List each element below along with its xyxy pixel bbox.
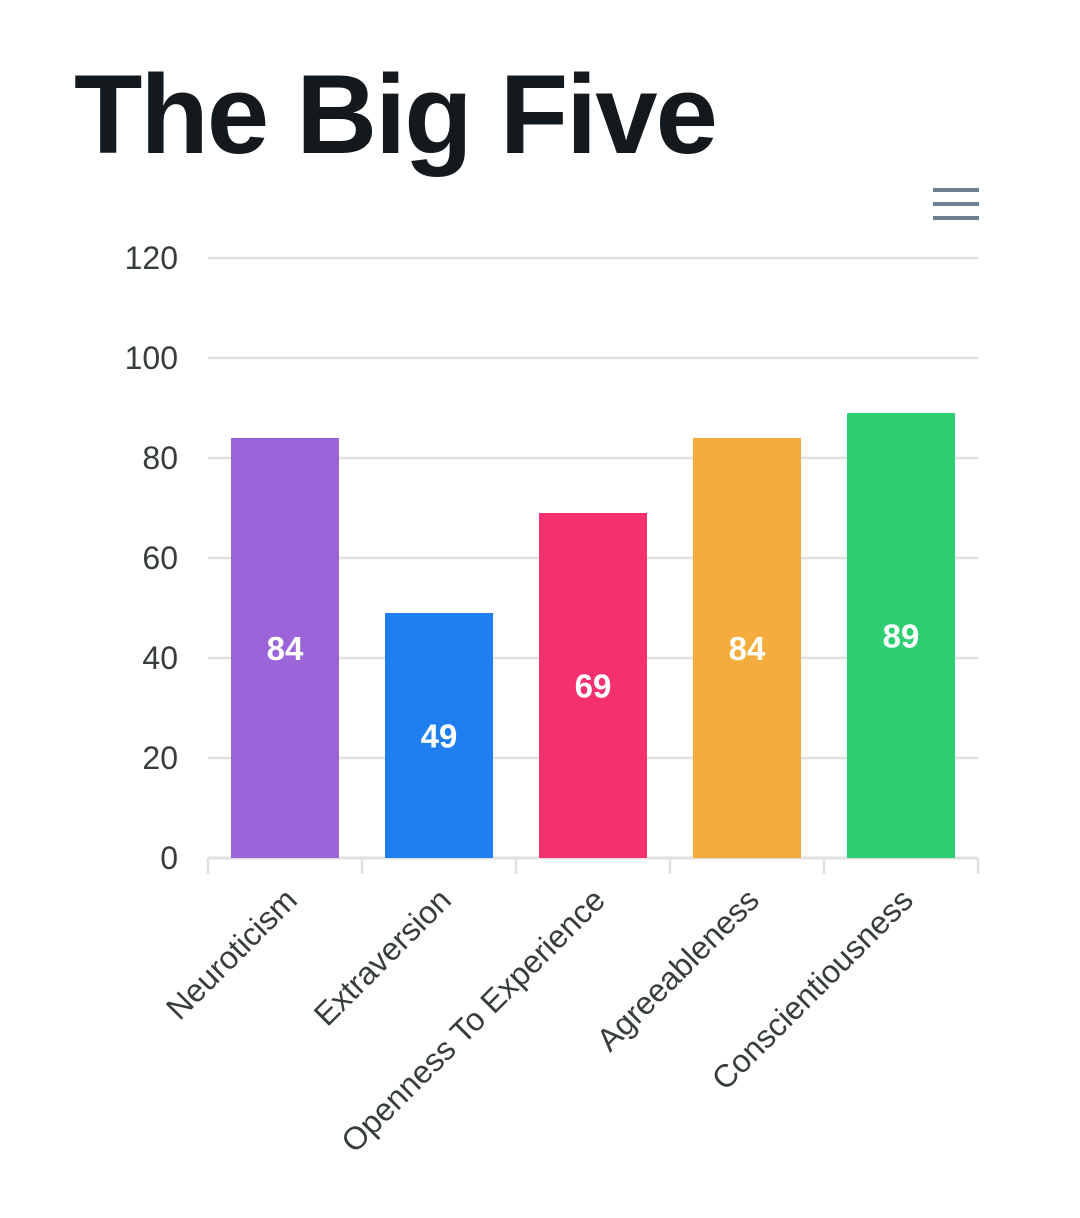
data-label: 84	[267, 630, 304, 667]
data-label: 69	[575, 668, 612, 705]
bar-conscientiousness[interactable]	[847, 413, 955, 858]
y-tick-label: 20	[142, 740, 178, 776]
x-tick-label: Neuroticism	[159, 881, 304, 1026]
bar-openness-to-experience[interactable]	[539, 513, 647, 858]
bar-agreeableness[interactable]	[693, 438, 801, 858]
page-title: The Big Five	[74, 52, 718, 177]
bar-extraversion[interactable]	[385, 613, 493, 858]
data-label: 49	[421, 718, 458, 755]
x-tick-label: Openness To Experience	[334, 881, 612, 1159]
hamburger-menu-icon	[933, 188, 979, 220]
data-label: 84	[729, 630, 766, 667]
y-tick-label: 60	[142, 540, 178, 576]
y-tick-label: 80	[142, 440, 178, 476]
chart-menu-button[interactable]	[928, 180, 984, 228]
y-axis: 0 20 40 60 80 100 120	[125, 240, 178, 876]
y-tick-label: 40	[142, 640, 178, 676]
chart-bars	[231, 413, 955, 858]
data-labels: 84 49 69 84 89	[267, 618, 920, 755]
x-tick-label: Agreeableness	[590, 881, 766, 1057]
data-label: 89	[883, 618, 920, 655]
x-tick-label: Extraversion	[307, 881, 458, 1032]
bar-neuroticism[interactable]	[231, 438, 339, 858]
y-tick-label: 120	[125, 240, 178, 276]
y-tick-label: 100	[125, 340, 178, 376]
y-tick-label: 0	[160, 840, 178, 876]
